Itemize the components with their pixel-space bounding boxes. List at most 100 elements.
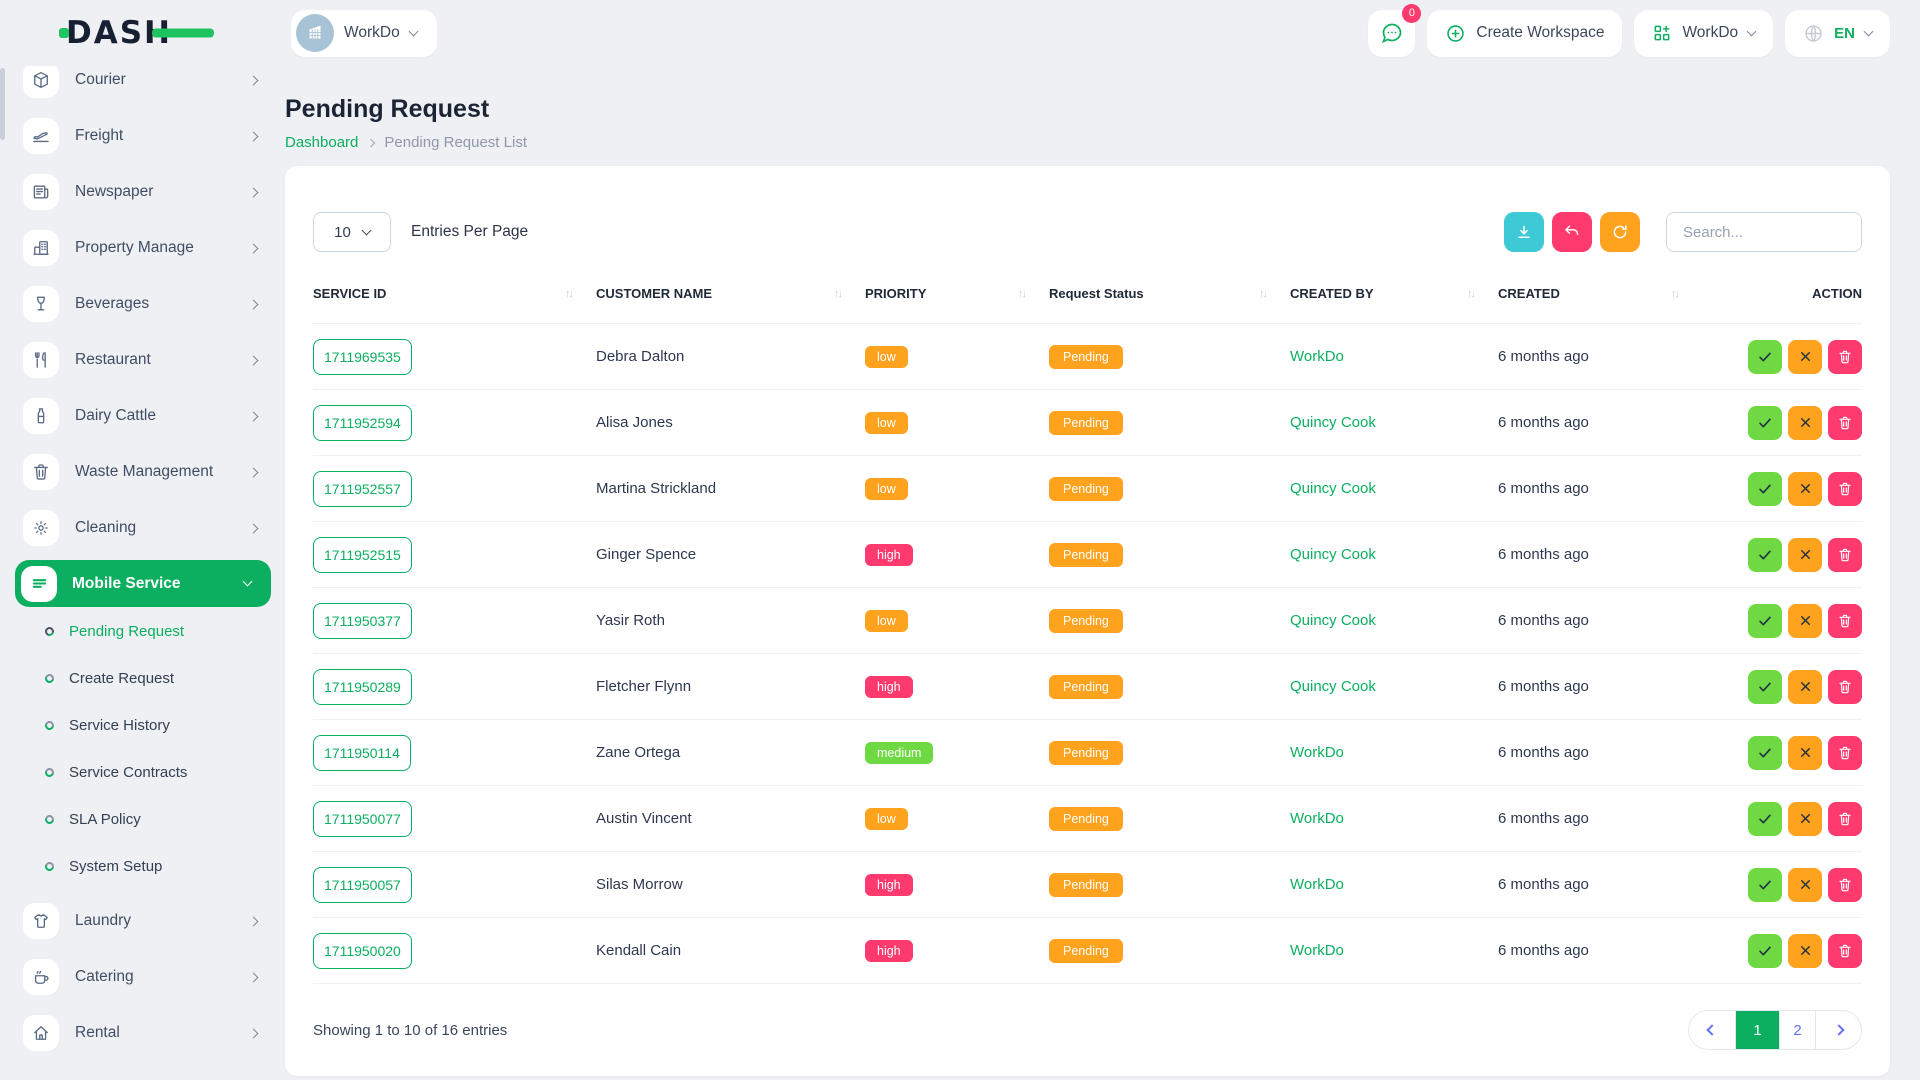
- approve-button[interactable]: [1748, 537, 1782, 572]
- reject-button[interactable]: [1788, 471, 1822, 506]
- sidebar-item-courier[interactable]: Courier: [23, 66, 263, 98]
- created-by-link[interactable]: WorkDo: [1290, 744, 1344, 761]
- delete-button[interactable]: [1828, 537, 1862, 572]
- sidebar-item-dairy-cattle[interactable]: Dairy Cattle: [23, 398, 263, 434]
- created-by-link[interactable]: Quincy Cook: [1290, 678, 1376, 695]
- delete-button[interactable]: [1828, 801, 1862, 836]
- created-by-link[interactable]: Quincy Cook: [1290, 546, 1376, 563]
- approve-button[interactable]: [1748, 669, 1782, 704]
- service-id-button[interactable]: 1711950377: [313, 602, 412, 639]
- service-id-button[interactable]: 1711969535: [313, 338, 412, 375]
- breadcrumb-dashboard-link[interactable]: Dashboard: [285, 134, 359, 151]
- sidebar-subitem-service-history[interactable]: Service History: [23, 715, 263, 735]
- language-code: EN: [1834, 24, 1855, 42]
- created-by-link[interactable]: WorkDo: [1290, 348, 1344, 365]
- pagination-page-2[interactable]: 2: [1779, 1011, 1815, 1049]
- workspace-menu-button[interactable]: WorkDo: [1634, 9, 1774, 57]
- refresh-button[interactable]: [1600, 212, 1640, 252]
- sort-icon[interactable]: ↑↓: [1671, 288, 1680, 300]
- pagination-page-1[interactable]: 1: [1735, 1011, 1779, 1049]
- entries-per-page-select[interactable]: 10: [313, 212, 391, 252]
- reject-button[interactable]: [1788, 735, 1822, 770]
- sidebar-item-restaurant[interactable]: Restaurant: [23, 342, 263, 378]
- search-input[interactable]: [1666, 212, 1862, 252]
- approve-button[interactable]: [1748, 603, 1782, 638]
- column-header-created[interactable]: CREATED ↑↓: [1498, 286, 1680, 301]
- sidebar-item-property-manage[interactable]: Property Manage: [23, 230, 263, 266]
- sort-icon[interactable]: ↑↓: [1259, 288, 1268, 300]
- sidebar-item-mobile-service[interactable]: Mobile Service: [15, 560, 271, 607]
- trash-icon: [1839, 350, 1851, 363]
- sidebar-item-laundry[interactable]: Laundry: [23, 903, 263, 939]
- delete-button[interactable]: [1828, 735, 1862, 770]
- sort-icon[interactable]: ↑↓: [565, 288, 574, 300]
- delete-button[interactable]: [1828, 471, 1862, 506]
- sidebar-item-waste-management[interactable]: Waste Management: [23, 454, 263, 490]
- delete-button[interactable]: [1828, 339, 1862, 374]
- delete-button[interactable]: [1828, 405, 1862, 440]
- pagination-previous-button[interactable]: [1689, 1011, 1735, 1049]
- approve-button[interactable]: [1748, 801, 1782, 836]
- messages-button[interactable]: 0: [1368, 3, 1422, 57]
- sidebar-item-cleaning[interactable]: Cleaning: [23, 510, 263, 546]
- delete-button[interactable]: [1828, 867, 1862, 902]
- sidebar-item-rental[interactable]: Rental: [23, 1015, 263, 1051]
- delete-button[interactable]: [1828, 933, 1862, 968]
- reject-button[interactable]: [1788, 867, 1822, 902]
- approve-button[interactable]: [1748, 933, 1782, 968]
- language-selector[interactable]: EN: [1785, 9, 1890, 57]
- created-by-link[interactable]: WorkDo: [1290, 942, 1344, 959]
- approve-button[interactable]: [1748, 867, 1782, 902]
- workspace-selector[interactable]: WorkDo: [291, 9, 437, 57]
- priority-badge: low: [865, 609, 908, 632]
- created-by-link[interactable]: WorkDo: [1290, 876, 1344, 893]
- sidebar-subitem-create-request[interactable]: Create Request: [23, 668, 263, 688]
- reject-button[interactable]: [1788, 405, 1822, 440]
- service-id-button[interactable]: 1711950057: [313, 866, 412, 903]
- sidebar-subitem-service-contracts[interactable]: Service Contracts: [23, 762, 263, 782]
- export-download-button[interactable]: [1504, 212, 1544, 252]
- create-workspace-button[interactable]: Create Workspace: [1427, 9, 1623, 57]
- approve-button[interactable]: [1748, 735, 1782, 770]
- delete-button[interactable]: [1828, 603, 1862, 638]
- sidebar-item-newspaper[interactable]: Newspaper: [23, 174, 263, 210]
- created-by-link[interactable]: WorkDo: [1290, 810, 1344, 827]
- reject-button[interactable]: [1788, 339, 1822, 374]
- column-header-request-status[interactable]: Request Status ↑↓: [1049, 286, 1268, 301]
- service-id-button[interactable]: 1711952515: [313, 536, 412, 573]
- reject-button[interactable]: [1788, 669, 1822, 704]
- undo-button[interactable]: [1552, 212, 1592, 252]
- sidebar-subitem-system-setup[interactable]: System Setup: [23, 856, 263, 876]
- pagination-next-button[interactable]: [1815, 1011, 1861, 1049]
- reject-button[interactable]: [1788, 603, 1822, 638]
- sidebar-item-beverages[interactable]: Beverages: [23, 286, 263, 322]
- service-id-button[interactable]: 1711952557: [313, 470, 412, 507]
- created-by-link[interactable]: Quincy Cook: [1290, 414, 1376, 431]
- service-id-button[interactable]: 1711950289: [313, 668, 412, 705]
- created-by-link[interactable]: Quincy Cook: [1290, 612, 1376, 629]
- column-header-created-by[interactable]: CREATED BY ↑↓: [1290, 286, 1476, 301]
- service-id-button[interactable]: 1711950020: [313, 932, 412, 969]
- approve-button[interactable]: [1748, 405, 1782, 440]
- sidebar-subitem-pending-request[interactable]: Pending Request: [23, 621, 263, 641]
- column-header-service-id[interactable]: SERVICE ID ↑↓: [313, 286, 574, 301]
- building-avatar-icon: [309, 25, 321, 39]
- column-header-priority[interactable]: PRIORITY ↑↓: [865, 286, 1027, 301]
- service-id-button[interactable]: 1711950114: [313, 734, 411, 771]
- column-header-customer-name[interactable]: CUSTOMER NAME ↑↓: [596, 286, 843, 301]
- approve-button[interactable]: [1748, 471, 1782, 506]
- sidebar-item-catering[interactable]: Catering: [23, 959, 263, 995]
- approve-button[interactable]: [1748, 339, 1782, 374]
- sort-icon[interactable]: ↑↓: [1018, 288, 1027, 300]
- sidebar-subitem-sla-policy[interactable]: SLA Policy: [23, 809, 263, 829]
- service-id-button[interactable]: 1711952594: [313, 404, 412, 441]
- created-by-link[interactable]: Quincy Cook: [1290, 480, 1376, 497]
- sort-icon[interactable]: ↑↓: [834, 288, 843, 300]
- reject-button[interactable]: [1788, 933, 1822, 968]
- sidebar-item-freight[interactable]: Freight: [23, 118, 263, 154]
- sort-icon[interactable]: ↑↓: [1467, 288, 1476, 300]
- reject-button[interactable]: [1788, 537, 1822, 572]
- reject-button[interactable]: [1788, 801, 1822, 836]
- service-id-button[interactable]: 1711950077: [313, 800, 412, 837]
- delete-button[interactable]: [1828, 669, 1862, 704]
